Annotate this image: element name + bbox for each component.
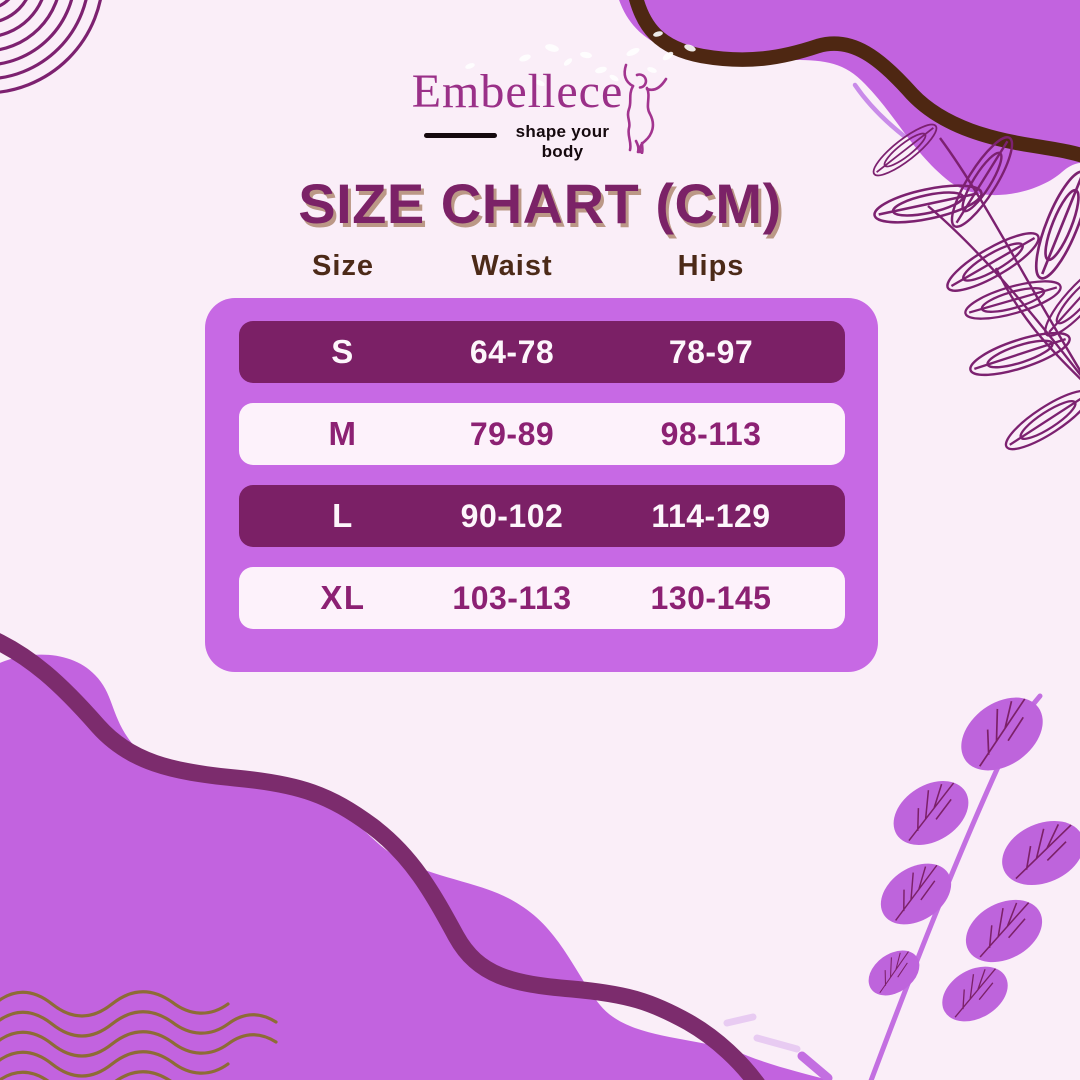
table-header-row: Size Waist Hips — [239, 250, 845, 283]
waist-cell: 79-89 — [469, 415, 555, 452]
waist-cell: 103-113 — [452, 579, 572, 616]
tagline-rule — [424, 133, 497, 138]
column-header-hips: Hips — [677, 250, 745, 282]
accent-arc — [852, 82, 907, 139]
table-row-l: L 90-102 114-129 — [239, 485, 845, 547]
dash-accents — [723, 1013, 801, 1053]
hips-cell: 114-129 — [651, 497, 771, 534]
waist-cell: 90-102 — [460, 497, 564, 534]
stem-dash-accent — [797, 1051, 833, 1080]
size-cell: S — [331, 333, 355, 370]
hips-cell: 130-145 — [650, 579, 772, 616]
column-header-waist: Waist — [471, 250, 553, 282]
column-header-size: Size — [311, 250, 375, 282]
confetti-petals — [465, 31, 696, 87]
leaf-branch-decoration — [859, 681, 1080, 1080]
olive-waves-decoration — [0, 990, 278, 1080]
blob-top-right — [619, 0, 1080, 195]
page-title: SIZE CHART (CM) — [298, 172, 782, 235]
hips-cell: 98-113 — [660, 415, 762, 452]
plum-wave-line — [0, 633, 765, 1080]
hips-cell: 78-97 — [668, 333, 754, 370]
brand-logo-text: Embellece — [411, 65, 624, 118]
size-cell: L — [332, 497, 354, 534]
table-row-s: S 64-78 78-97 — [239, 321, 845, 383]
outline-leaves-decoration — [866, 116, 1080, 460]
size-cell: M — [328, 415, 358, 452]
brand-tagline: shape your body — [515, 122, 610, 161]
size-table-body: S 64-78 78-97 M 79-89 98-113 L 90-102 114-129 XL 1… — [205, 298, 878, 672]
table-row-xl: XL 103-113 130-145 — [239, 567, 845, 629]
size-cell: XL — [320, 579, 366, 616]
waist-cell: 64-78 — [469, 333, 555, 370]
woman-silhouette-icon — [623, 63, 668, 154]
brown-wave-line — [628, 0, 1080, 163]
table-row-m: M 79-89 98-113 — [239, 403, 845, 465]
